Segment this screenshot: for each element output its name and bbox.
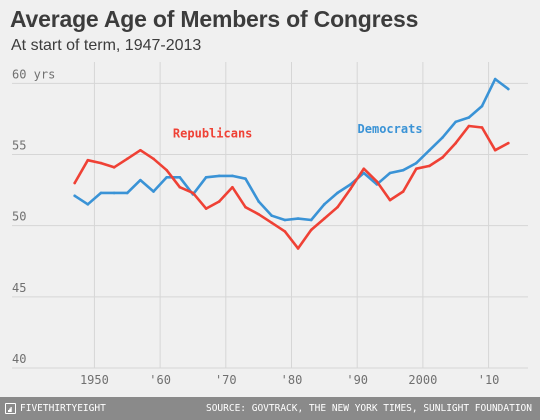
data-point-republicans [244, 205, 247, 209]
data-point-democrats [231, 174, 234, 178]
x-tick-label: '70 [215, 373, 237, 387]
y-tick-label: 50 [12, 210, 26, 224]
data-point-democrats [480, 104, 484, 108]
data-point-democrats [428, 148, 431, 152]
data-point-democrats [139, 178, 142, 182]
data-point-democrats [415, 161, 418, 165]
series-line-democrats [73, 77, 510, 222]
chart-subtitle: At start of term, 1947-2013 [11, 37, 202, 54]
data-point-democrats [125, 191, 129, 195]
data-point-democrats [217, 174, 221, 178]
x-tick-label: '80 [281, 373, 303, 387]
data-point-republicans [401, 190, 405, 193]
data-point-republicans [493, 148, 497, 152]
data-point-democrats [178, 175, 182, 179]
x-tick-label: '90 [346, 373, 368, 387]
data-point-republicans [257, 212, 260, 216]
data-point-republicans [349, 187, 352, 190]
data-point-republicans [125, 157, 129, 161]
data-point-republicans [204, 207, 208, 210]
data-point-republicans [454, 141, 458, 145]
series-label-republicans: Republicans [173, 126, 252, 140]
series-lines [73, 77, 510, 250]
data-point-democrats [204, 175, 208, 179]
data-point-republicans [336, 205, 339, 209]
data-point-democrats [283, 218, 287, 222]
x-tick-label: '10 [478, 373, 500, 387]
brand-name: FIVETHIRTYEIGHT [20, 403, 106, 414]
data-point-democrats [362, 171, 366, 175]
data-point-republicans [415, 167, 418, 171]
data-point-democrats [441, 136, 444, 139]
data-point-republicans [165, 168, 168, 172]
data-point-republicans [467, 124, 471, 128]
data-point-republicans [480, 126, 484, 129]
data-point-republicans [99, 161, 103, 165]
series-labels: Democrats Republicans [173, 122, 423, 140]
fivethirtyeight-logo-icon [5, 403, 16, 414]
data-point-democrats [270, 214, 274, 218]
data-point-democrats [467, 116, 471, 119]
data-point-democrats [73, 194, 77, 198]
data-point-republicans [191, 191, 195, 195]
x-tick-label: 2000 [408, 373, 437, 387]
data-point-republicans [139, 148, 142, 152]
data-point-democrats [165, 175, 168, 179]
data-point-democrats [99, 191, 103, 195]
data-point-republicans [506, 141, 510, 145]
footer-bar: FIVETHIRTYEIGHT SOURCE: GOVTRACK, THE NE… [0, 397, 540, 420]
data-point-democrats [86, 203, 90, 206]
data-point-republicans [362, 167, 366, 171]
x-tick-label: 1950 [80, 373, 109, 387]
data-point-republicans [152, 157, 155, 161]
data-point-democrats [388, 171, 392, 175]
y-axis-ticks: 60 yrs 55 50 45 40 [12, 67, 55, 366]
y-tick-label: 40 [12, 352, 26, 366]
data-point-republicans [428, 164, 431, 168]
data-point-democrats [349, 183, 352, 186]
line-chart: 60 yrs 55 50 45 40 1950 '60 '70 '80 '90 2000 '10 D… [12, 62, 528, 387]
chart-title: Average Age of Members of Congress [10, 6, 419, 32]
series-line-republicans [73, 124, 510, 250]
data-point-democrats [336, 191, 339, 195]
data-point-republicans [217, 200, 221, 203]
data-point-republicans [441, 156, 444, 159]
data-point-democrats [323, 203, 326, 206]
data-point-democrats [401, 168, 405, 172]
y-tick-label: 55 [12, 139, 26, 153]
data-point-democrats [112, 191, 116, 195]
data-point-republicans [388, 198, 392, 202]
data-point-republicans [112, 166, 116, 169]
data-point-democrats [244, 177, 247, 181]
data-point-democrats [296, 217, 300, 220]
x-tick-label: '60 [149, 373, 171, 387]
data-point-republicans [86, 158, 90, 162]
data-point-republicans [178, 185, 182, 189]
data-point-republicans [231, 185, 234, 189]
data-point-republicans [283, 230, 287, 233]
data-point-democrats [454, 120, 458, 124]
y-tick-label: 60 yrs [12, 67, 55, 81]
source-credit: SOURCE: GOVTRACK, THE NEW YORK TIMES, SU… [205, 403, 532, 414]
x-axis-ticks: 1950 '60 '70 '80 '90 2000 '10 [80, 373, 499, 387]
data-point-republicans [73, 181, 77, 185]
series-label-democrats: Democrats [358, 122, 423, 136]
data-point-democrats [257, 200, 260, 203]
data-point-democrats [493, 77, 497, 81]
brand: FIVETHIRTYEIGHT [5, 403, 106, 414]
data-point-republicans [270, 221, 274, 225]
data-point-democrats [309, 218, 313, 222]
data-point-republicans [296, 247, 300, 250]
gridlines [12, 62, 528, 369]
y-tick-label: 45 [12, 281, 26, 295]
data-point-democrats [152, 190, 155, 193]
data-point-republicans [375, 180, 379, 183]
data-point-republicans [323, 217, 326, 220]
data-point-democrats [506, 87, 510, 91]
data-point-republicans [309, 228, 313, 232]
